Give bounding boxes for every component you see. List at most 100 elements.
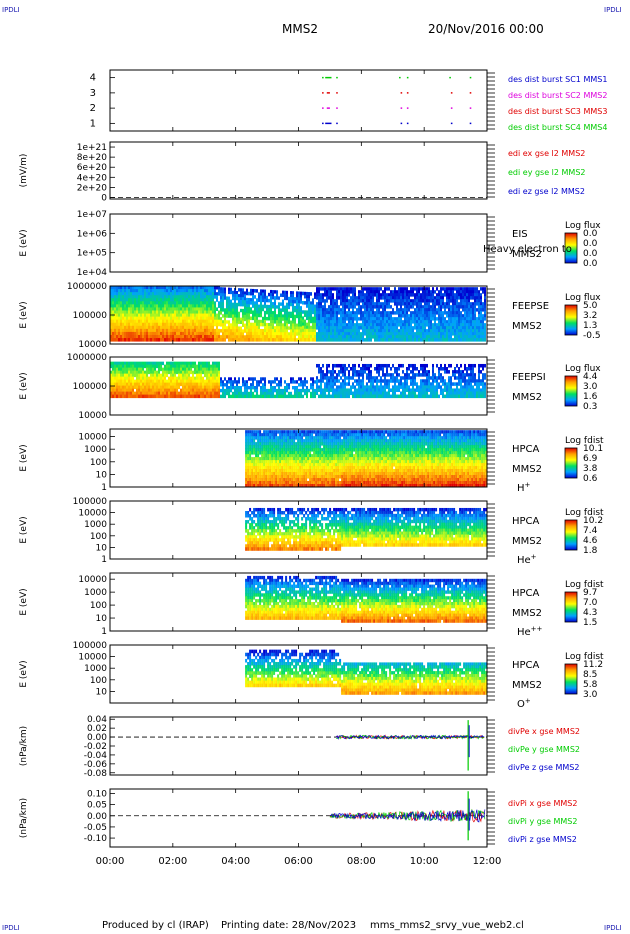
- spectrogram-cell: [286, 290, 288, 295]
- spectrogram-cell: [484, 317, 486, 321]
- spectrogram-cell: [384, 296, 386, 300]
- spectrogram-cell: [450, 394, 452, 399]
- spectrogram-cell: [316, 302, 318, 306]
- spectrogram-cell: [472, 305, 474, 309]
- spectrogram-cell: [194, 367, 196, 372]
- spectrogram-cell: [394, 323, 396, 327]
- spectrogram-cell: [332, 320, 334, 324]
- spectrogram-cell: [430, 323, 432, 327]
- spectrogram-cell: [398, 302, 400, 306]
- spectrogram-cell: [220, 317, 222, 321]
- spectrogram-cell: [230, 383, 232, 387]
- spectrogram-cell: [284, 308, 286, 312]
- spectrogram-cell: [202, 316, 204, 321]
- spectrogram-cell: [434, 299, 436, 303]
- spectrogram-cell: [144, 319, 146, 324]
- spectrogram-cell: [362, 376, 364, 380]
- spectrogram-cell: [146, 331, 148, 336]
- spectrogram-cell: [336, 299, 338, 303]
- spectrogram-cell: [390, 296, 392, 300]
- spectrogram-cell: [354, 370, 356, 374]
- spectrogram-cell: [112, 295, 114, 299]
- spectrogram-cell: [398, 299, 400, 303]
- spectrogram-cell: [192, 316, 194, 321]
- spectrogram-cell: [346, 290, 348, 294]
- spectrogram-cell: [370, 385, 372, 389]
- spectrogram-cell: [128, 334, 130, 339]
- spectrogram-cell: [412, 394, 414, 399]
- spectrogram-cell: [196, 307, 198, 311]
- spectrogram-cell: [440, 317, 442, 321]
- spectrogram-cell: [208, 319, 210, 324]
- spectrogram-cell: [436, 385, 438, 389]
- spectrogram-cell: [388, 379, 390, 383]
- spectrogram-cell: [374, 332, 376, 336]
- spectrogram-cell: [416, 314, 418, 318]
- spectrogram-cell: [394, 320, 396, 324]
- spectrogram-cell: [386, 317, 388, 321]
- spectrogram-cell: [194, 334, 196, 339]
- spectrogram-cell: [212, 295, 214, 299]
- spectrogram-cell: [156, 379, 158, 384]
- spectrogram-cell: [200, 385, 202, 390]
- spectrogram-cell: [296, 329, 298, 333]
- spectrogram-cell: [442, 320, 444, 324]
- spectrogram-cell: [334, 363, 336, 368]
- spectrogram-cell: [278, 380, 280, 384]
- spectrogram-cell: [112, 322, 114, 327]
- spectrogram-cell: [190, 376, 192, 381]
- spectrogram-cell: [448, 299, 450, 303]
- eis-spectrogram-colorbar-tick: 0.0: [583, 249, 598, 259]
- spectrogram-cell: [370, 391, 372, 396]
- spectrogram-cell: [194, 331, 196, 336]
- spectrogram-cell: [252, 301, 254, 305]
- spectrogram-cell: [202, 295, 204, 299]
- spectrogram-cell: [406, 326, 408, 330]
- spectrogram-cell: [294, 394, 296, 399]
- spectrogram-cell: [358, 338, 360, 342]
- spectrogram-cell: [452, 338, 454, 342]
- spectrogram-cell: [310, 338, 312, 342]
- spectrogram-cell: [314, 380, 316, 384]
- spectrogram-cell: [444, 338, 446, 342]
- spectrogram-cell: [118, 325, 120, 330]
- spectrogram-cell: [438, 385, 440, 389]
- spectrogram-cell: [182, 364, 184, 369]
- spectrogram-cell: [352, 385, 354, 389]
- spectrogram-cell: [288, 296, 290, 301]
- spectrogram-cell: [218, 301, 220, 305]
- spectrogram-cell: [338, 363, 340, 368]
- spectrogram-cell: [120, 286, 122, 290]
- spectrogram-cell: [370, 293, 372, 297]
- spectrogram-cell: [356, 317, 358, 321]
- spectrogram-cell: [482, 314, 484, 318]
- spectrogram-cell: [480, 388, 482, 392]
- spectrogram-cell: [188, 328, 190, 333]
- spectrogram-cell: [430, 391, 432, 396]
- spectrogram-cell: [196, 373, 198, 378]
- spectrogram-cell: [378, 302, 380, 306]
- spectrogram-cell: [150, 394, 152, 399]
- spectrogram-cell: [344, 391, 346, 396]
- spectrogram-cell: [344, 314, 346, 318]
- spectrogram-cell: [264, 322, 266, 327]
- spectrogram-cell: [414, 363, 416, 368]
- spectrogram-cell: [144, 289, 146, 293]
- spectrogram-cell: [164, 313, 166, 318]
- spectrogram-cell: [372, 379, 374, 383]
- spectrogram-cell: [376, 335, 378, 339]
- spectrogram-cell: [154, 322, 156, 327]
- spectrogram-cell: [226, 302, 228, 306]
- spectrogram-cell: [334, 394, 336, 399]
- spectrogram-cell: [114, 295, 116, 299]
- spectrogram-cell: [260, 394, 262, 399]
- spectrogram-cell: [442, 332, 444, 336]
- spectrogram-cell: [210, 364, 212, 369]
- spectrogram-cell: [138, 388, 140, 393]
- spectrogram-cell: [344, 376, 346, 380]
- spectrogram-cell: [148, 361, 150, 366]
- spectrogram-cell: [352, 335, 354, 339]
- spectrogram-cell: [172, 313, 174, 318]
- spectrogram-cell: [328, 332, 330, 336]
- spectrogram-cell: [114, 331, 116, 336]
